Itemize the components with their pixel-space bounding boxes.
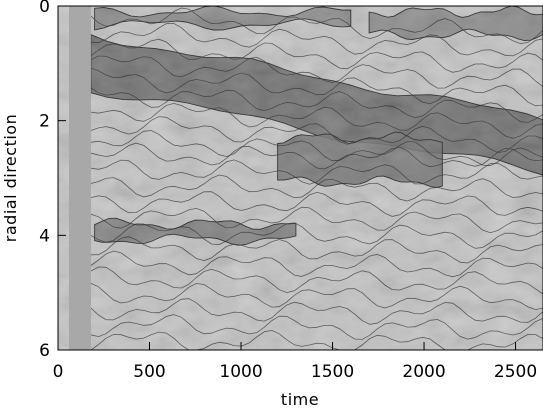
plot-frame xyxy=(57,5,543,351)
x-tick-label: 2500 xyxy=(494,362,537,382)
x-tick-label: 2000 xyxy=(402,362,445,382)
y-tick-label: 4 xyxy=(39,226,50,246)
x-tick-label: 500 xyxy=(133,362,165,382)
y-tick-label: 0 xyxy=(39,0,50,17)
y-tick-label: 2 xyxy=(39,112,50,132)
y-tick-label: 6 xyxy=(39,341,50,361)
x-axis-label: time xyxy=(281,390,319,409)
early-time-strip xyxy=(68,6,91,350)
y-axis-label: radial direction xyxy=(1,114,20,242)
y-axis-ticks: 0 2 4 6 xyxy=(39,0,66,361)
texture-overlay xyxy=(58,6,543,350)
x-tick-label: 0 xyxy=(53,362,64,382)
x-axis-ticks: 0 500 1000 1500 2000 2500 xyxy=(53,342,537,382)
x-tick-label: 1000 xyxy=(219,362,262,382)
x-tick-label: 1500 xyxy=(311,362,354,382)
plot-area xyxy=(58,6,543,350)
